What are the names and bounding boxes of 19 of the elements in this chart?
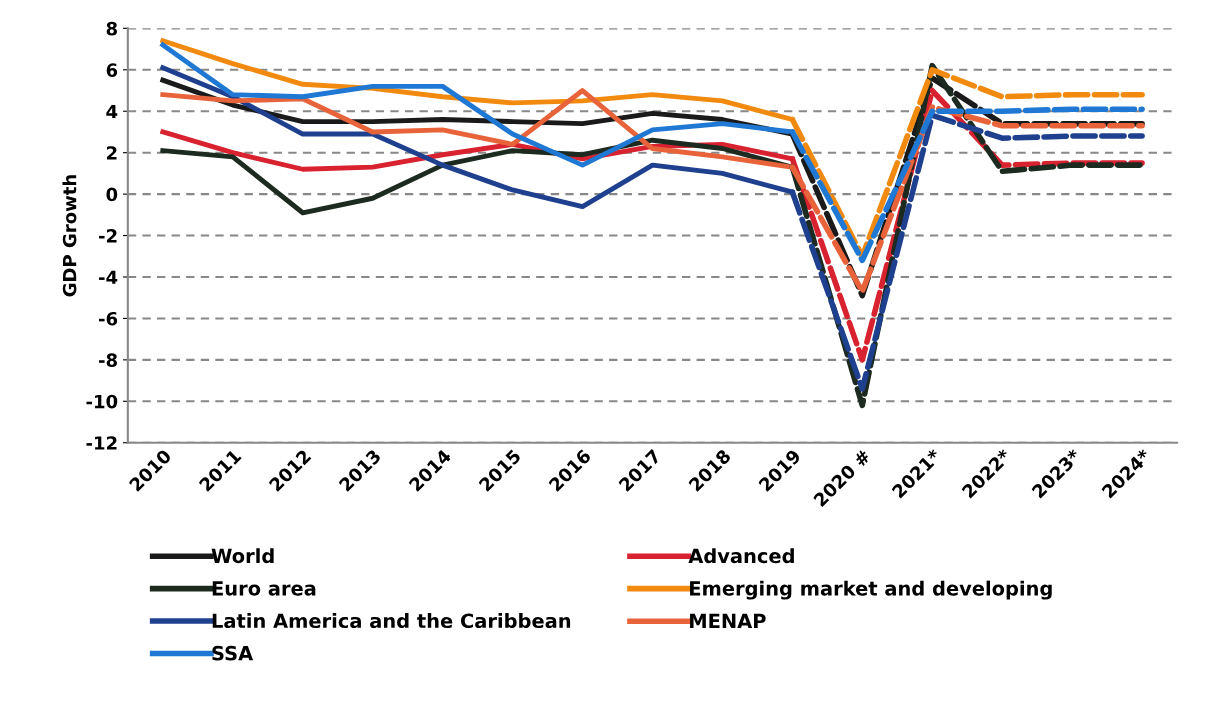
y-tick-label: 0	[106, 187, 118, 202]
y-tick-label: 6	[106, 63, 118, 77]
y-tick-label: 2	[106, 146, 117, 160]
legend-label: MENAP	[690, 613, 766, 628]
legend-label: Latin America and the Caribbean	[212, 613, 571, 629]
y-axis-title: GDP Growth	[62, 175, 77, 297]
legend-label: Advanced	[688, 548, 794, 564]
y-tick-label: -8	[99, 353, 117, 367]
legend-label: Euro area	[212, 581, 316, 596]
y-tick-label: -2	[99, 229, 117, 243]
y-tick-label: 8	[106, 21, 117, 36]
y-tick-label: -10	[86, 394, 118, 409]
y-tick-label: -12	[86, 436, 117, 450]
y-tick-label: -6	[99, 311, 118, 326]
legend-label: Emerging market and developing	[690, 580, 1052, 600]
legend-label: World	[211, 548, 274, 564]
y-tick-label: 4	[106, 104, 118, 119]
legend-label: SSA	[212, 645, 254, 661]
y-tick-label: -4	[99, 270, 118, 284]
